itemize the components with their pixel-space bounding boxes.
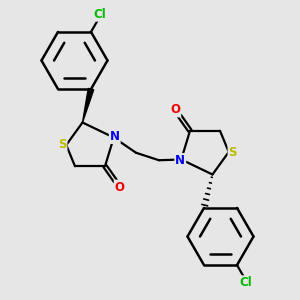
Text: S: S: [229, 146, 237, 158]
Polygon shape: [82, 88, 94, 122]
Text: O: O: [170, 103, 180, 116]
Text: S: S: [58, 139, 67, 152]
Text: Cl: Cl: [94, 8, 106, 21]
Text: O: O: [115, 181, 125, 194]
Text: N: N: [175, 154, 185, 167]
Text: Cl: Cl: [240, 276, 253, 289]
Text: N: N: [110, 130, 120, 143]
